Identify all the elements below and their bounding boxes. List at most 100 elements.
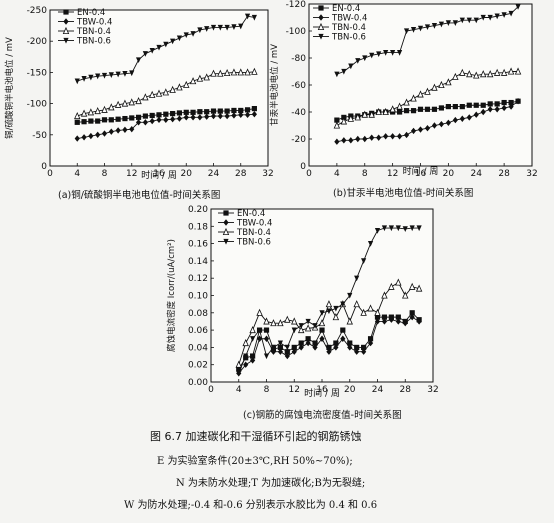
data-point-TBN-0.4 — [438, 80, 445, 88]
data-point-TBN-0.4 — [493, 68, 501, 76]
x-tick-label-a: 0 — [47, 169, 53, 179]
data-point-TBN-0.4 — [249, 326, 256, 334]
data-point-TBW-0.4 — [291, 348, 297, 355]
data-point-EN-0.4 — [473, 102, 479, 108]
data-point-TBW-0.4 — [374, 318, 381, 325]
legend-marker-TBN-0.6 — [223, 238, 229, 245]
data-point-TBN-0.4 — [403, 98, 410, 106]
x-tick-label-b: 16 — [415, 169, 427, 179]
data-point-TBW-0.4 — [410, 127, 417, 135]
legend-label-TBN-0.6: TBN-0.6 — [236, 238, 271, 248]
data-point-TBW-0.4 — [238, 111, 244, 119]
data-point-EN-0.4 — [402, 318, 408, 325]
data-point-EN-0.4 — [388, 314, 394, 320]
y-tick-label-c: 0.06 — [188, 326, 208, 336]
data-point-TBN-0.6 — [416, 225, 422, 232]
data-point-TBW-0.4 — [354, 348, 360, 355]
data-point-TBW-0.4 — [424, 125, 431, 132]
data-point-EN-0.4 — [256, 327, 263, 333]
data-point-EN-0.4 — [390, 109, 396, 115]
data-point-TBN-0.4 — [94, 107, 101, 115]
data-point-EN-0.4 — [217, 108, 223, 114]
data-point-TBN-0.4 — [237, 68, 244, 76]
data-point-TBW-0.4 — [163, 116, 169, 124]
caption-a: (a)铜/硫酸铜半电池电位值-时间关系图 — [58, 190, 221, 201]
data-point-TBN-0.6 — [142, 51, 148, 57]
data-point-TBN-0.6 — [319, 310, 325, 316]
data-point-TBN-0.6 — [231, 24, 237, 30]
data-point-TBW-0.4 — [515, 98, 521, 105]
series-line-TBN-0.6 — [336, 6, 519, 75]
x-tick-label-a: 28 — [235, 169, 247, 179]
data-point-EN-0.4 — [183, 109, 189, 115]
data-point-TBW-0.4 — [81, 134, 87, 141]
data-point-TBN-0.4 — [270, 319, 277, 327]
data-point-TBN-0.4 — [410, 94, 417, 102]
data-point-EN-0.4 — [403, 108, 410, 114]
data-point-TBW-0.4 — [347, 344, 353, 351]
series-line-EN-0.4 — [238, 312, 420, 370]
data-point-EN-0.4 — [142, 113, 148, 119]
data-point-TBN-0.4 — [304, 324, 312, 332]
data-point-EN-0.4 — [374, 314, 381, 320]
data-point-TBN-0.6 — [101, 72, 108, 79]
data-point-TBW-0.4 — [176, 115, 183, 122]
data-point-TBN-0.6 — [115, 71, 121, 78]
data-point-TBW-0.4 — [341, 137, 347, 144]
figure-note-3: W 为防水处理;-0.4 和-0.6 分别表示水胶比为 0.4 和 0.6 — [124, 500, 378, 511]
data-point-TBW-0.4 — [381, 318, 388, 325]
y-tick-label-c: 0.08 — [188, 309, 208, 319]
y-tick-label-c: 0.02 — [188, 361, 208, 371]
data-point-TBN-0.6 — [298, 323, 304, 329]
data-point-TBN-0.4 — [382, 107, 389, 115]
y-tick-label-c: 0.20 — [188, 205, 208, 215]
data-point-TBW-0.4 — [204, 113, 210, 120]
data-point-TBN-0.6 — [508, 10, 514, 17]
data-point-EN-0.4 — [487, 101, 493, 107]
x-tick-label-b: 4 — [334, 169, 340, 179]
data-point-TBN-0.4 — [223, 68, 231, 77]
data-point-EN-0.4 — [305, 336, 311, 342]
x-tick-label-c: 16 — [316, 385, 328, 395]
legend-marker-TBN-0.6 — [318, 33, 324, 40]
data-point-TBN-0.6 — [88, 74, 94, 81]
legend-label-TBN-0.4: TBN-0.4 — [76, 27, 111, 37]
data-point-TBW-0.4 — [340, 335, 346, 342]
data-point-TBN-0.4 — [210, 69, 217, 77]
data-point-TBN-0.4 — [277, 319, 284, 327]
data-point-TBN-0.6 — [224, 24, 230, 31]
legend-label-TBN-0.4: TBN-0.4 — [236, 228, 271, 238]
data-point-TBN-0.6 — [204, 26, 210, 32]
data-point-TBW-0.4 — [390, 133, 396, 140]
x-tick-label-c: 8 — [264, 385, 270, 395]
data-point-TBN-0.6 — [244, 13, 251, 20]
data-point-EN-0.4 — [312, 340, 318, 346]
x-tick-label-c: 0 — [208, 385, 214, 395]
data-point-TBN-0.4 — [346, 317, 353, 325]
data-point-TBN-0.6 — [347, 292, 353, 299]
data-point-TBN-0.4 — [80, 109, 88, 117]
data-point-TBN-0.6 — [396, 50, 403, 56]
data-point-EN-0.4 — [395, 314, 401, 320]
data-point-TBN-0.4 — [263, 317, 270, 325]
x-tick-label-b: 20 — [443, 169, 455, 179]
data-point-TBN-0.6 — [108, 72, 114, 78]
data-point-TBN-0.6 — [334, 71, 340, 78]
data-point-TBN-0.4 — [375, 107, 382, 115]
data-point-TBW-0.4 — [129, 125, 135, 133]
data-point-TBN-0.4 — [396, 102, 403, 110]
data-point-TBN-0.6 — [122, 71, 128, 77]
data-point-EN-0.4 — [438, 105, 445, 111]
data-point-TBN-0.4 — [514, 67, 522, 75]
data-point-TBN-0.4 — [235, 360, 242, 368]
data-point-TBW-0.4 — [409, 313, 415, 321]
legend-label-EN-0.4: EN-0.4 — [332, 4, 360, 14]
data-point-EN-0.4 — [270, 346, 277, 352]
data-point-TBN-0.4 — [128, 98, 135, 106]
data-point-TBW-0.4 — [149, 117, 155, 125]
legend-label-TBW-0.4: TBW-0.4 — [331, 14, 367, 24]
data-point-TBN-0.6 — [238, 23, 244, 30]
data-point-EN-0.4 — [417, 106, 424, 112]
legend-marker-TBN-0.4 — [62, 26, 70, 34]
data-point-TBN-0.4 — [500, 68, 508, 76]
